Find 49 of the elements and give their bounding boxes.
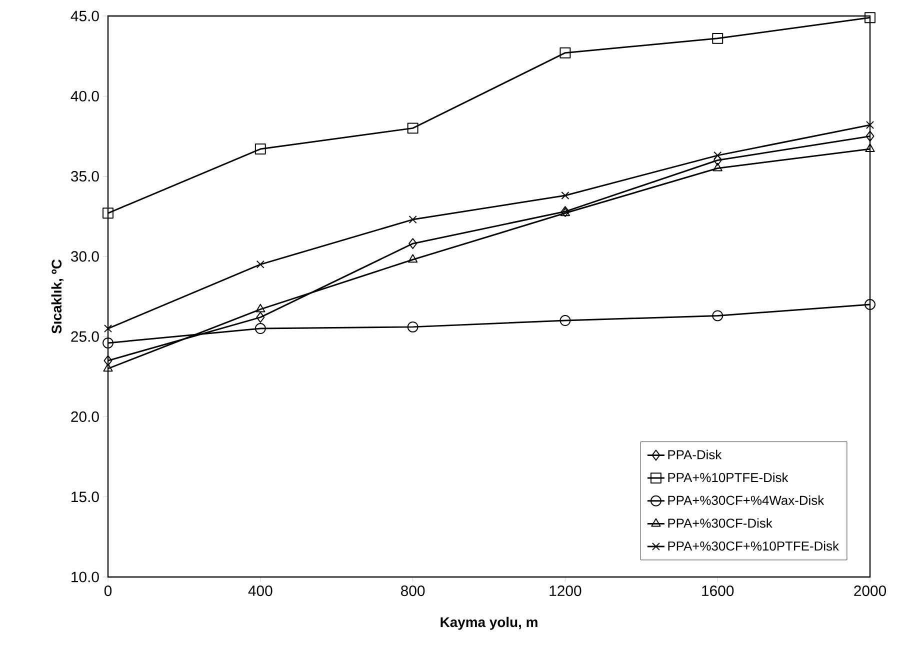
point <box>713 154 722 166</box>
legend-label: PPA+%10PTFE-Disk <box>668 472 788 482</box>
point <box>712 32 724 44</box>
x-axis-title: Kayma yolu, m <box>440 616 538 630</box>
point <box>407 321 418 332</box>
point <box>864 12 876 24</box>
y-axis-title: Sıcaklık, ºC <box>51 259 64 334</box>
legend-label: PPA+%30CF-Disk <box>668 518 772 528</box>
legend-label: PPA-Disk <box>668 450 722 460</box>
point <box>104 355 112 366</box>
point <box>254 323 266 334</box>
point <box>714 151 722 160</box>
point <box>104 324 112 333</box>
y-tick-label: 10.0 <box>72 572 99 582</box>
x-tick-label: 400 <box>248 585 272 596</box>
point <box>256 304 266 312</box>
y-tick-label: 40.0 <box>70 90 99 102</box>
x-tick-label: 800 <box>401 585 425 596</box>
point <box>560 315 571 326</box>
point <box>408 254 418 263</box>
point <box>712 310 724 322</box>
legend-label: PPA+%30CF+%4Wax-Disk <box>668 495 824 505</box>
y-tick-label: 15.0 <box>72 492 99 502</box>
point <box>712 162 722 172</box>
x-tick-label: 1600 <box>702 585 734 596</box>
y-tick-label: 30.0 <box>70 251 99 262</box>
y-tick-label: 35.0 <box>70 170 99 182</box>
point <box>256 260 264 268</box>
point <box>407 122 418 134</box>
point <box>256 312 265 323</box>
point <box>866 120 874 130</box>
point <box>103 363 113 372</box>
point <box>865 144 875 152</box>
x-tick-label: 2000 <box>854 585 886 596</box>
y-tick-label: 45.0 <box>70 10 99 22</box>
y-tick-label: 20.0 <box>71 411 99 422</box>
point <box>866 130 874 142</box>
point <box>560 47 571 58</box>
point <box>408 216 417 224</box>
point <box>408 238 418 250</box>
point <box>102 337 114 348</box>
point <box>864 299 876 310</box>
point <box>254 144 266 155</box>
y-tick-label: 25.0 <box>71 331 99 342</box>
point <box>561 191 570 200</box>
legend-label: PPA+%30CF+%10PTFE-Disk <box>668 541 839 551</box>
x-tick-label: 0 <box>104 585 112 596</box>
x-tick-label: 1200 <box>550 585 582 596</box>
point <box>102 208 114 219</box>
